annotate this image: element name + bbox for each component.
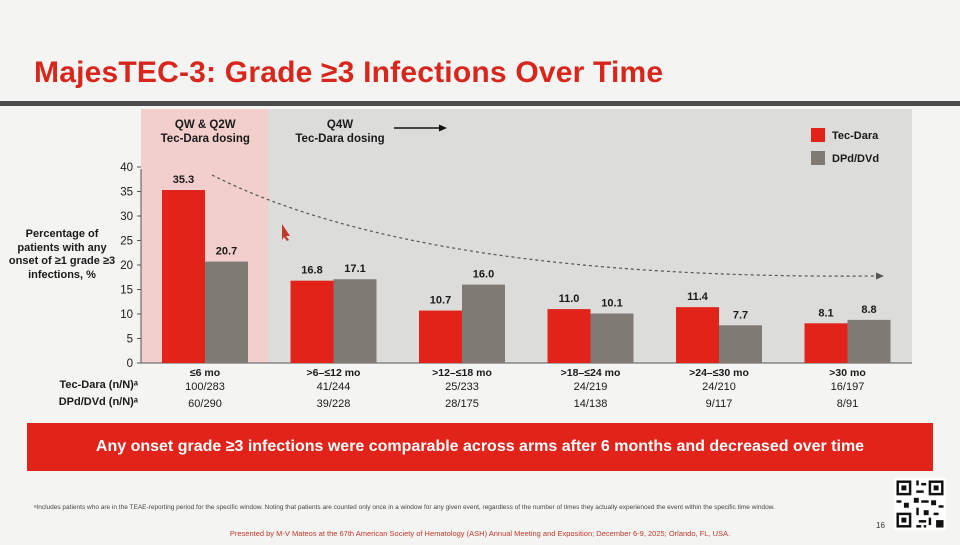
y-tick-label: 0 bbox=[127, 358, 133, 370]
bar-value-label: 35.3 bbox=[173, 174, 194, 186]
x-tick-label: >18–≤24 mo bbox=[561, 367, 621, 379]
bar-value-label: 11.0 bbox=[559, 293, 580, 305]
bar-value-label: 10.7 bbox=[430, 295, 451, 307]
cursor-pointer-icon bbox=[282, 224, 290, 241]
y-axis-label: Percentage of patients with any onset of… bbox=[8, 228, 116, 281]
y-tick-label: 35 bbox=[120, 187, 133, 199]
bar-dpd-dvd bbox=[205, 261, 248, 363]
legend-swatch-tec-dara bbox=[811, 128, 825, 142]
qr-code-icon bbox=[894, 478, 946, 530]
bar-value-label: 8.1 bbox=[818, 307, 833, 319]
y-tick-label: 25 bbox=[120, 236, 133, 248]
table-cell-dpd-dvd: 9/117 bbox=[706, 398, 733, 410]
table-cell-tec-dara: 24/210 bbox=[702, 381, 736, 393]
x-tick-label: >12–≤18 mo bbox=[432, 367, 492, 379]
table-cell-tec-dara: 16/197 bbox=[831, 381, 865, 393]
region-label-weekly-sub: Tec-Dara dosing bbox=[161, 133, 250, 145]
y-tick-label: 5 bbox=[127, 334, 133, 346]
legend-label-dpd-dvd: DPd/DVd bbox=[832, 153, 879, 165]
table-cell-dpd-dvd: 60/290 bbox=[188, 398, 222, 410]
table-cell-dpd-dvd: 8/91 bbox=[837, 398, 858, 410]
bar-dpd-dvd bbox=[719, 325, 762, 363]
x-tick-label: >30 mo bbox=[829, 367, 865, 379]
bar-value-label: 8.8 bbox=[861, 304, 876, 316]
bar-value-label: 20.7 bbox=[216, 246, 237, 258]
table-cell-dpd-dvd: 14/138 bbox=[574, 398, 608, 410]
presented-by: Presented by M-V Mateos at the 67th Amer… bbox=[229, 529, 731, 538]
bar-tec-dara bbox=[162, 190, 205, 363]
y-tick-label: 15 bbox=[120, 285, 133, 297]
table-cell-dpd-dvd: 28/175 bbox=[445, 398, 479, 410]
bar-tec-dara bbox=[547, 309, 591, 363]
legend-swatch-dpd-dvd bbox=[811, 151, 825, 165]
page-number: 16 bbox=[876, 521, 885, 530]
region-label-monthly: Q4W bbox=[327, 119, 353, 131]
conclusion-banner-text: Any onset grade ≥3 infections were compa… bbox=[95, 438, 865, 455]
bar-dpd-dvd bbox=[333, 279, 377, 363]
bar-value-label: 10.1 bbox=[601, 298, 622, 310]
x-tick-label: >24–≤30 mo bbox=[689, 367, 749, 379]
title-divider bbox=[0, 101, 960, 106]
legend-label-tec-dara: Tec-Dara bbox=[832, 130, 879, 142]
table-cell-tec-dara: 41/244 bbox=[317, 381, 351, 393]
region-label-weekly: QW & Q2W bbox=[175, 119, 236, 131]
y-tick-label: 20 bbox=[120, 260, 133, 272]
table-cell-tec-dara: 24/219 bbox=[574, 381, 608, 393]
bar-value-label: 11.4 bbox=[687, 291, 709, 303]
table-cell-tec-dara: 25/233 bbox=[445, 381, 479, 393]
trend-curve bbox=[211, 174, 879, 277]
conclusion-banner: Any onset grade ≥3 infections were compa… bbox=[27, 423, 933, 471]
y-tick-label: 40 bbox=[120, 162, 133, 174]
x-tick-label: >6–≤12 mo bbox=[307, 367, 361, 379]
bar-tec-dara bbox=[419, 310, 462, 363]
table-cell-dpd-dvd: 39/228 bbox=[317, 398, 351, 410]
table-cell-tec-dara: 100/283 bbox=[185, 381, 225, 393]
y-tick-label: 10 bbox=[120, 309, 133, 321]
table-row-label-dpd: DPd/DVd (n/N)ᵃ bbox=[58, 396, 138, 408]
bar-value-label: 17.1 bbox=[344, 263, 365, 275]
trend-arrow-icon bbox=[876, 272, 884, 280]
footnote: ᵃIncludes patients who are in the TEAE-r… bbox=[34, 504, 775, 511]
slide-title: MajesTEC-3: Grade ≥3 Infections Over Tim… bbox=[34, 56, 664, 89]
region-label-monthly-sub: Tec-Dara dosing bbox=[295, 133, 384, 145]
bar-dpd-dvd bbox=[590, 313, 634, 363]
y-tick-label: 30 bbox=[120, 211, 133, 223]
bar-dpd-dvd bbox=[847, 319, 891, 363]
bar-value-label: 16.8 bbox=[301, 265, 322, 277]
bar-tec-dara bbox=[804, 323, 848, 363]
bar-tec-dara bbox=[290, 280, 334, 363]
table-row-label-tec-dara: Tec-Dara (n/N)ᵃ bbox=[59, 379, 138, 391]
bar-tec-dara bbox=[676, 307, 719, 363]
x-tick-label: ≤6 mo bbox=[190, 367, 220, 379]
bar-value-label: 7.7 bbox=[733, 309, 748, 321]
q4w-arrow-icon bbox=[439, 124, 447, 132]
bar-dpd-dvd bbox=[462, 284, 505, 363]
bar-value-label: 16.0 bbox=[473, 269, 494, 281]
